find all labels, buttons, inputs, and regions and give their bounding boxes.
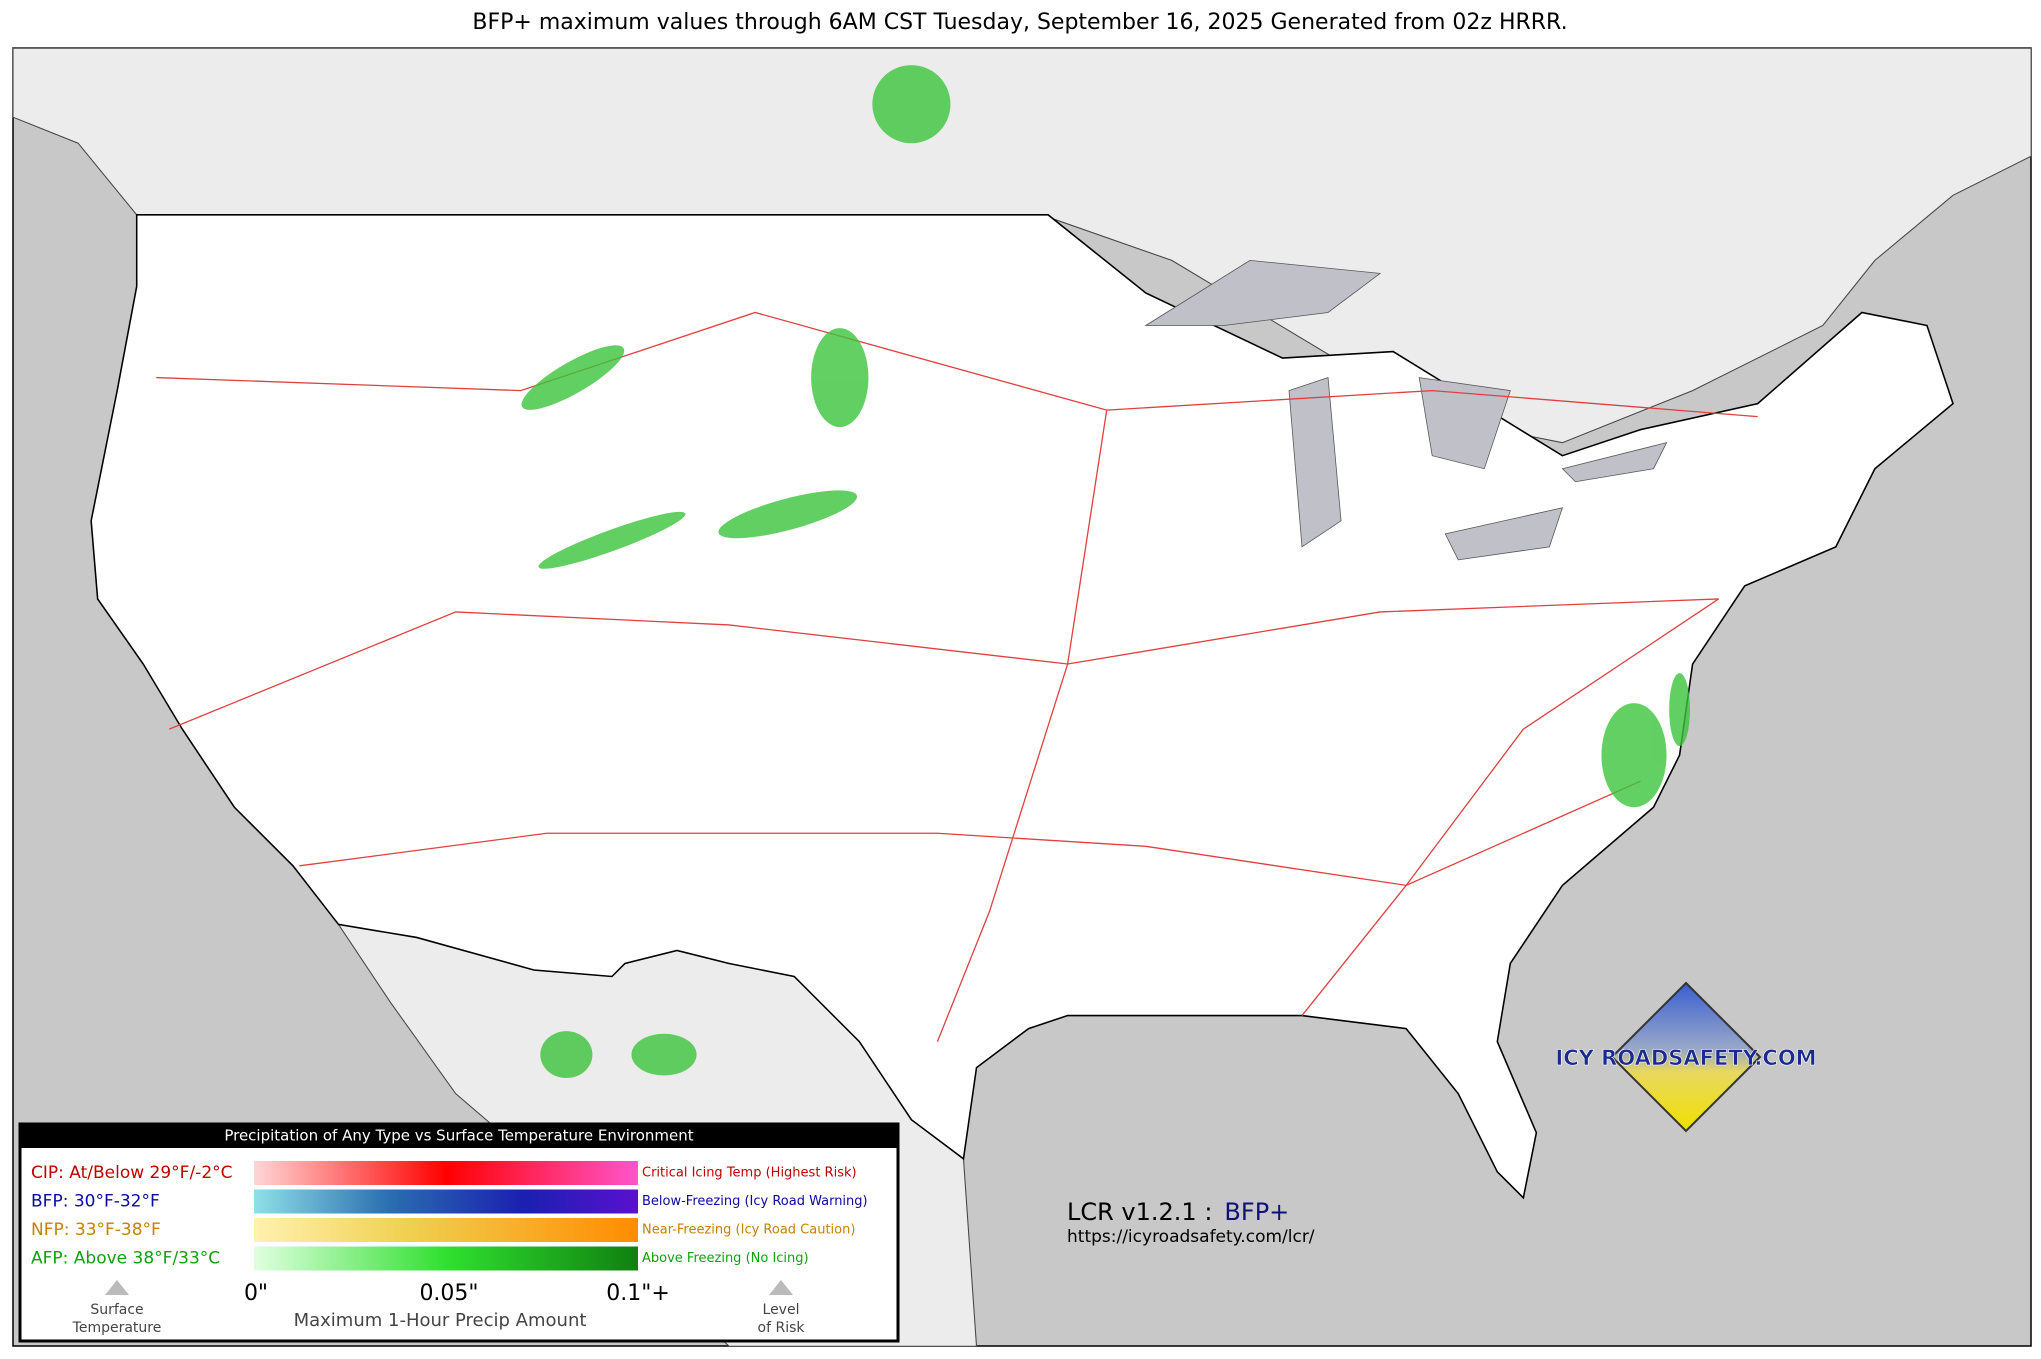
legend-description: Below-Freezing (Icy Road Warning) (642, 1194, 868, 1209)
legend-gradient (254, 1246, 638, 1271)
legend-label: NFP: 33°F-38°F (31, 1220, 161, 1240)
logo: ICY ROADSAFETY.COM (1555, 981, 1817, 1133)
left-caption: Surface (90, 1302, 143, 1318)
scale-axis-label: Maximum 1-Hour Precip Amount (294, 1310, 587, 1331)
scale-tick: 0.1"+ (606, 1281, 670, 1306)
legend-description: Above Freezing (No Icing) (642, 1251, 809, 1266)
legend-rows: CIP: At/Below 29°F/-2°C Critical Icing Te… (31, 1161, 868, 1271)
legend-header (20, 1124, 898, 1148)
legend-gradient (254, 1218, 638, 1242)
highways (156, 311, 1758, 1042)
precip-areas (521, 65, 1690, 1079)
legend-label: AFP: Above 38°F/33°C (31, 1249, 220, 1269)
great-lakes (1144, 259, 1668, 561)
product-name: BFP+ (1224, 1198, 1289, 1226)
map (12, 47, 2032, 1347)
right-caption: of Risk (758, 1320, 806, 1336)
legend-gradient (254, 1189, 638, 1214)
logo-text: ICY ROADSAFETY.COM (1555, 1046, 1816, 1070)
product-version: LCR v1.2.1 : BFP+ (1067, 1198, 1289, 1226)
caption-arrow (769, 1280, 793, 1295)
united-states (90, 214, 1954, 1200)
legend: Precipitation of Any Type vs Surface Tem… (18, 1122, 900, 1343)
legend-label: CIP: At/Below 29°F/-2°C (31, 1163, 233, 1183)
product-label: LCR v1.2.1 : BFP+ https://icyroadsafety.c… (1067, 1198, 1315, 1247)
left-caption: Temperature (72, 1320, 162, 1336)
logo-diamond (1610, 981, 1762, 1133)
legend-heading: Precipitation of Any Type vs Surface Tem… (224, 1127, 693, 1145)
scale-tick: 0.05" (419, 1281, 478, 1306)
right-caption: Level (763, 1302, 800, 1318)
legend-gradient (254, 1161, 638, 1185)
caption-arrow (105, 1280, 129, 1295)
map-title: BFP+ maximum values through 6AM CST Tues… (472, 10, 1567, 35)
legend-description: Near-Freezing (Icy Road Caution) (642, 1223, 855, 1238)
product-version-text: LCR v1.2.1 : (1067, 1198, 1212, 1226)
legend-label: BFP: 30°F-32°F (31, 1192, 160, 1212)
legend-description: Critical Icing Temp (Highest Risk) (642, 1166, 857, 1181)
scale-tick: 0" (244, 1281, 268, 1306)
product-url: https://icyroadsafety.com/lcr/ (1067, 1227, 1315, 1247)
